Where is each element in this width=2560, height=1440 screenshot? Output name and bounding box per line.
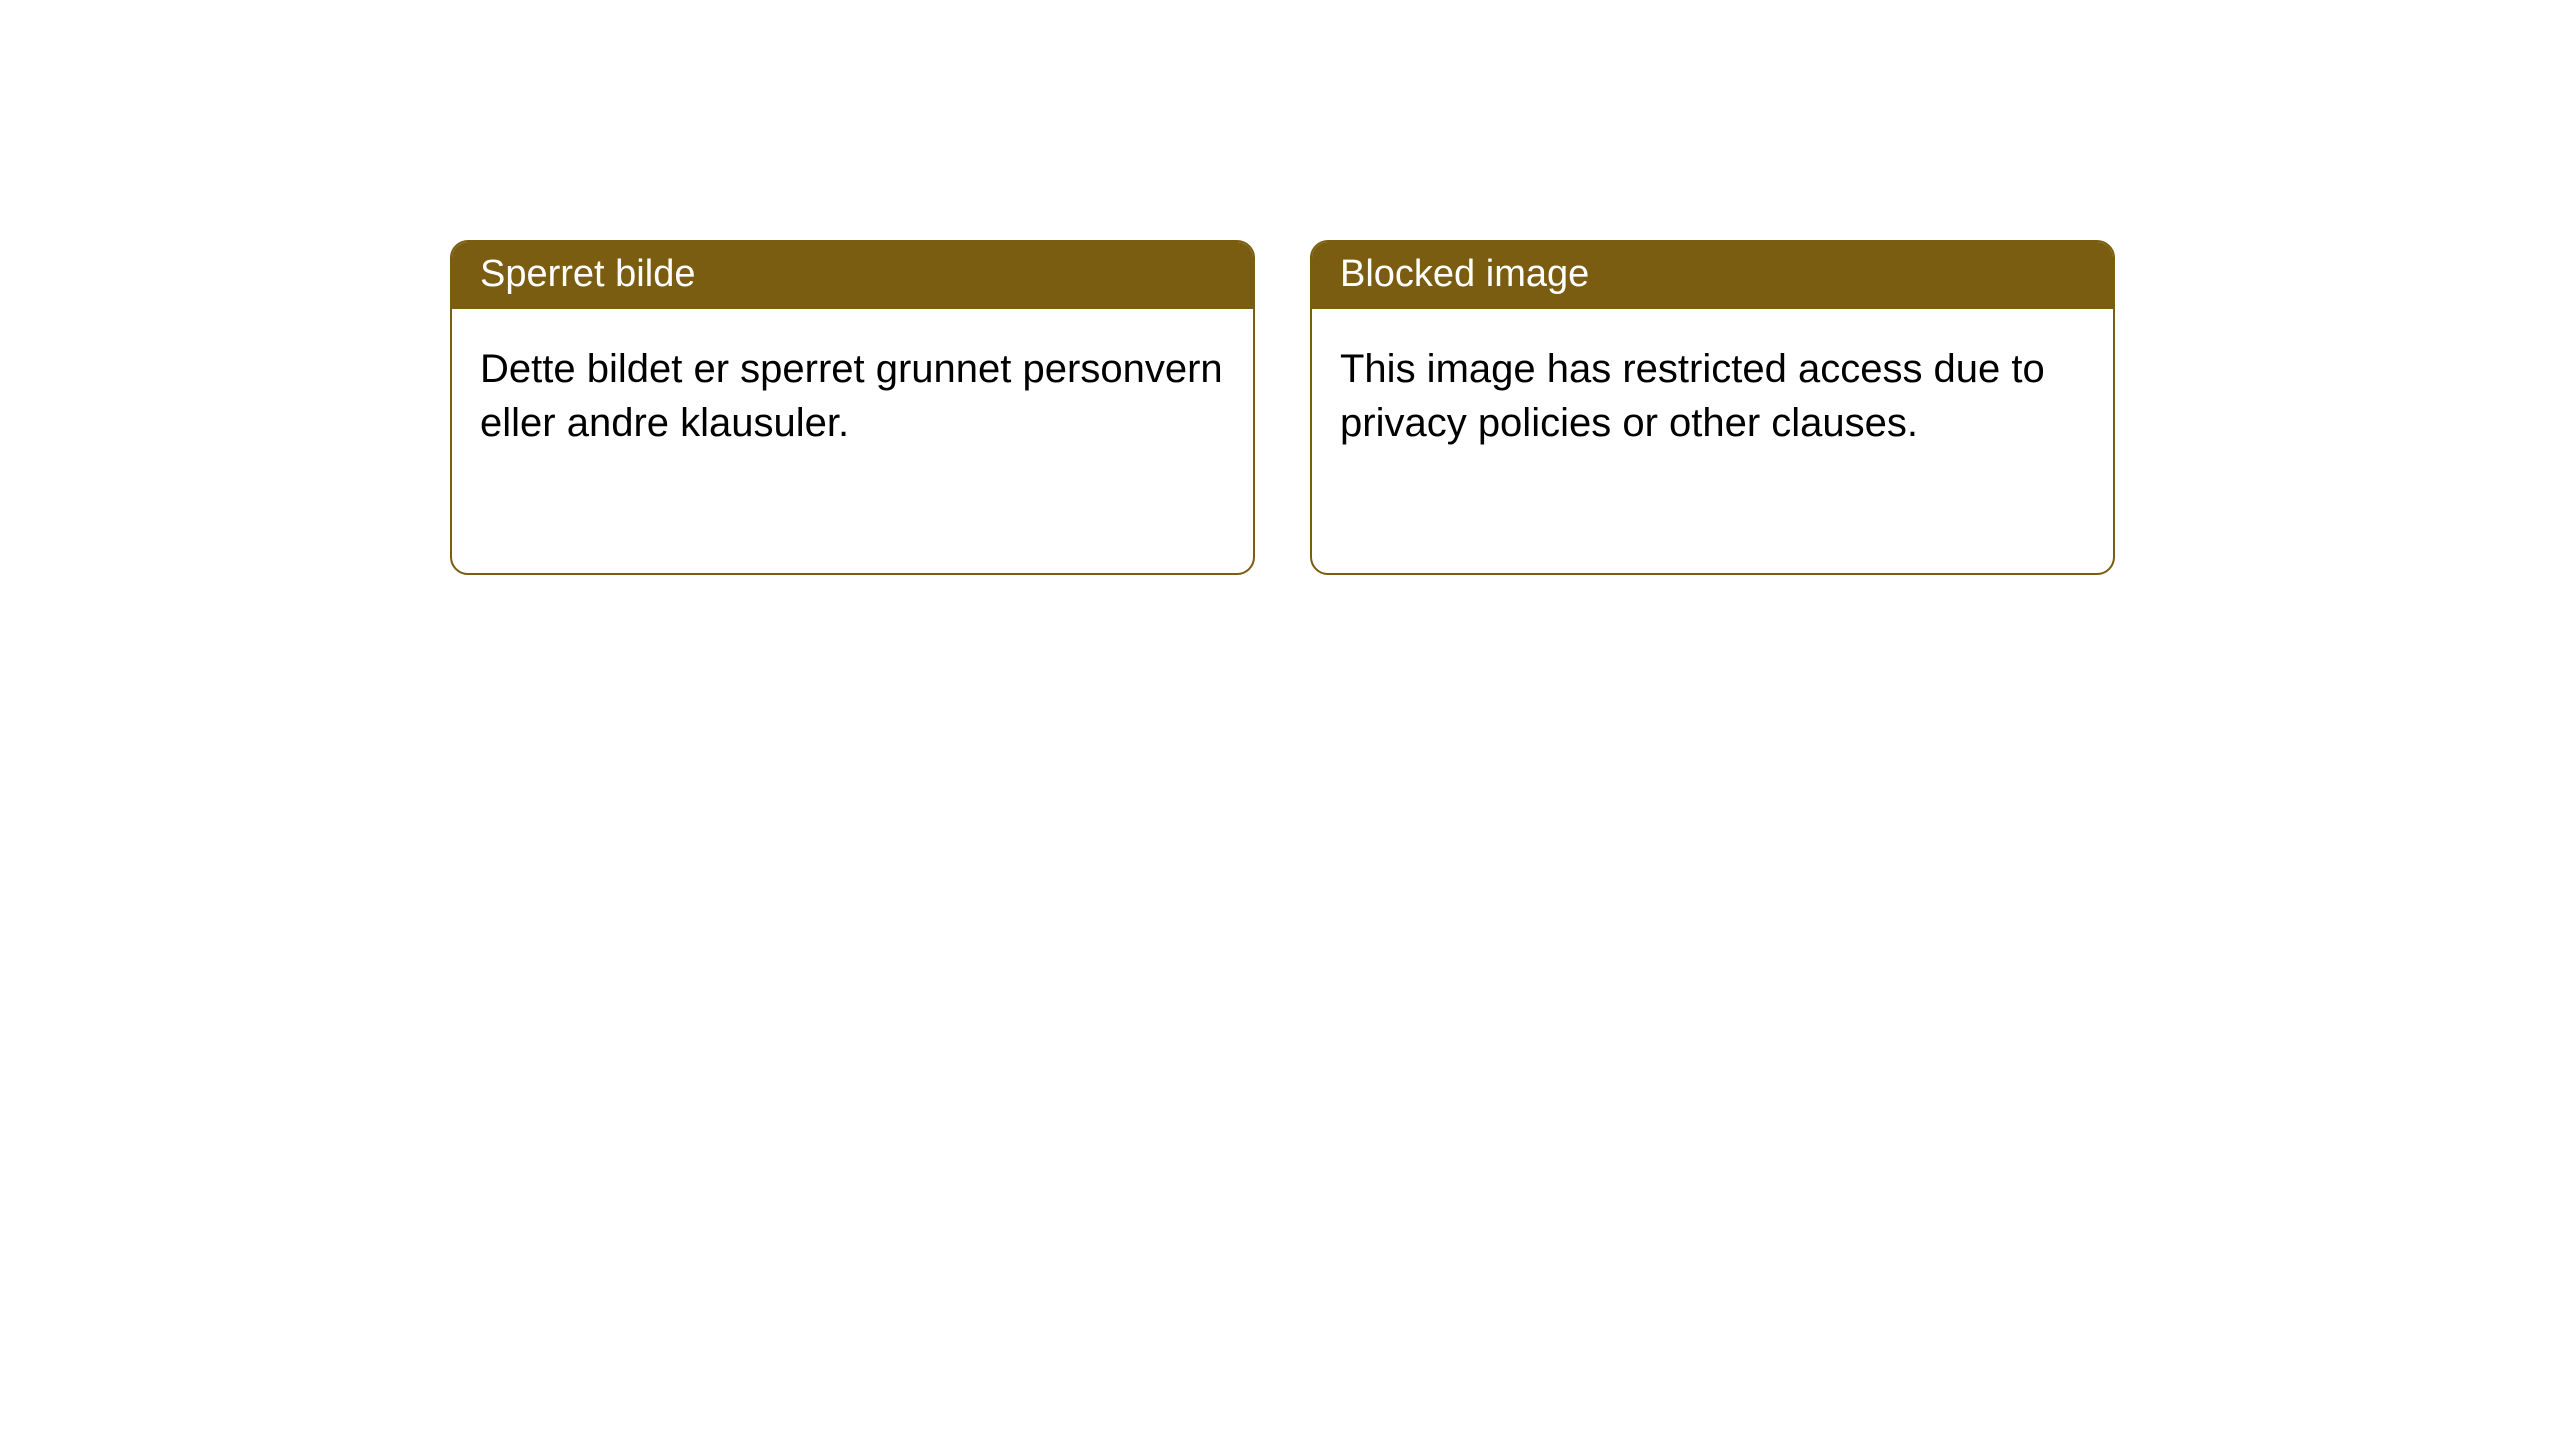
notice-header-norwegian: Sperret bilde <box>452 242 1253 309</box>
notice-card-norwegian: Sperret bilde Dette bildet er sperret gr… <box>450 240 1255 575</box>
notice-cards-container: Sperret bilde Dette bildet er sperret gr… <box>450 240 2115 575</box>
notice-body-norwegian: Dette bildet er sperret grunnet personve… <box>452 309 1253 483</box>
notice-body-english: This image has restricted access due to … <box>1312 309 2113 483</box>
notice-header-english: Blocked image <box>1312 242 2113 309</box>
notice-card-english: Blocked image This image has restricted … <box>1310 240 2115 575</box>
